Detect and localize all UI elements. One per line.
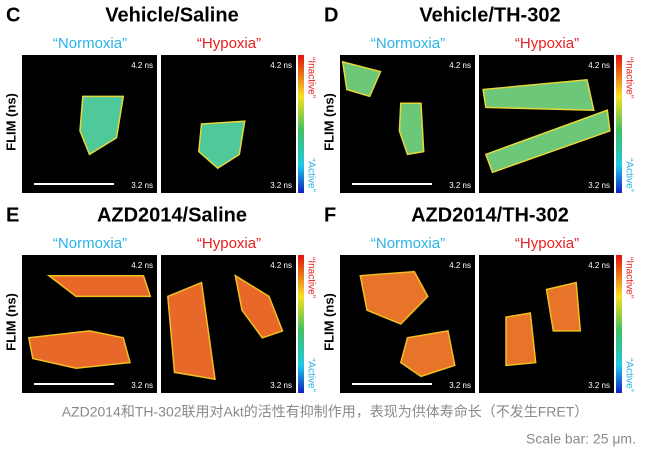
inactive-label: “Inactive”: [623, 57, 634, 98]
inactive-label: “Inactive”: [623, 257, 634, 298]
active-label: “Active”: [623, 358, 634, 392]
y-axis-label: FLIM (ns): [321, 293, 336, 351]
scale-min: 3.2 ns: [270, 181, 292, 190]
condition-label: “Normoxia”: [371, 235, 445, 252]
colorbar: [616, 255, 622, 393]
panel-title: AZD2014/Saline: [97, 204, 247, 226]
condition-label: “Hypoxia”: [197, 35, 261, 52]
scale-min: 3.2 ns: [588, 381, 610, 390]
panel: C Vehicle/Saline “Normoxia” “Hypoxia” FLIM (…: [3, 4, 316, 193]
panel-title: Vehicle/Saline: [105, 4, 238, 26]
inactive-label: “Inactive”: [305, 257, 316, 298]
cell: [399, 330, 456, 378]
panel-title: Vehicle/TH-302: [419, 4, 560, 26]
caption: AZD2014和TH-302联用对Akt的活性有抑制作用，表现为供体寿命长（不发…: [62, 404, 589, 420]
condition-label: “Hypoxia”: [515, 35, 579, 52]
condition-label: “Hypoxia”: [515, 235, 579, 252]
cell: [484, 109, 611, 174]
inactive-label: “Inactive”: [305, 57, 316, 98]
condition-label: “Normoxia”: [53, 235, 127, 252]
panel-title: AZD2014/TH-302: [411, 204, 569, 226]
cell: [341, 60, 382, 98]
panel-letter: D: [324, 4, 338, 26]
cell: [482, 78, 595, 111]
colorbar: [298, 255, 304, 393]
scale-max: 4.2 ns: [588, 261, 610, 270]
colorbar: [616, 55, 622, 193]
panel: F AZD2014/TH-302 “Normoxia” “Hypoxia” FLIM (…: [321, 204, 634, 393]
cell: [359, 270, 429, 325]
y-axis-label: FLIM (ns): [3, 293, 18, 351]
cell: [167, 281, 216, 381]
flim-image: [479, 255, 614, 393]
cell: [234, 274, 284, 339]
condition-label: “Hypoxia”: [197, 235, 261, 252]
scale-max: 4.2 ns: [270, 261, 292, 270]
panel-letter: F: [324, 204, 336, 226]
cell: [198, 120, 246, 170]
scale-min: 3.2 ns: [131, 381, 153, 390]
y-axis-label: FLIM (ns): [321, 93, 336, 151]
scale-min: 3.2 ns: [588, 181, 610, 190]
cell: [46, 274, 152, 298]
scale-max: 4.2 ns: [270, 61, 292, 70]
scale-max: 4.2 ns: [131, 261, 153, 270]
scale-max: 4.2 ns: [449, 61, 471, 70]
scale-bar-note: Scale bar: 25 μm.: [526, 431, 636, 447]
cell: [545, 281, 582, 332]
cell: [79, 95, 125, 156]
scale-max: 4.2 ns: [449, 261, 471, 270]
active-label: “Active”: [305, 358, 316, 392]
scale-min: 3.2 ns: [449, 181, 471, 190]
colorbar: [298, 55, 304, 193]
cell: [505, 312, 537, 367]
cell: [398, 102, 425, 156]
condition-label: “Normoxia”: [53, 35, 127, 52]
panel: D Vehicle/TH-302 “Normoxia” “Hypoxia” FLIM (…: [321, 4, 634, 193]
panel-letter: C: [6, 4, 20, 26]
y-axis-label: FLIM (ns): [3, 93, 18, 151]
panel: E AZD2014/Saline “Normoxia” “Hypoxia” FLIM (…: [3, 204, 316, 393]
scale-max: 4.2 ns: [588, 61, 610, 70]
active-label: “Active”: [623, 158, 634, 192]
scale-max: 4.2 ns: [131, 61, 153, 70]
cell: [27, 330, 131, 369]
active-label: “Active”: [305, 158, 316, 192]
panel-letter: E: [6, 204, 19, 226]
scale-min: 3.2 ns: [270, 381, 292, 390]
condition-label: “Normoxia”: [371, 35, 445, 52]
scale-min: 3.2 ns: [131, 181, 153, 190]
scale-min: 3.2 ns: [449, 381, 471, 390]
